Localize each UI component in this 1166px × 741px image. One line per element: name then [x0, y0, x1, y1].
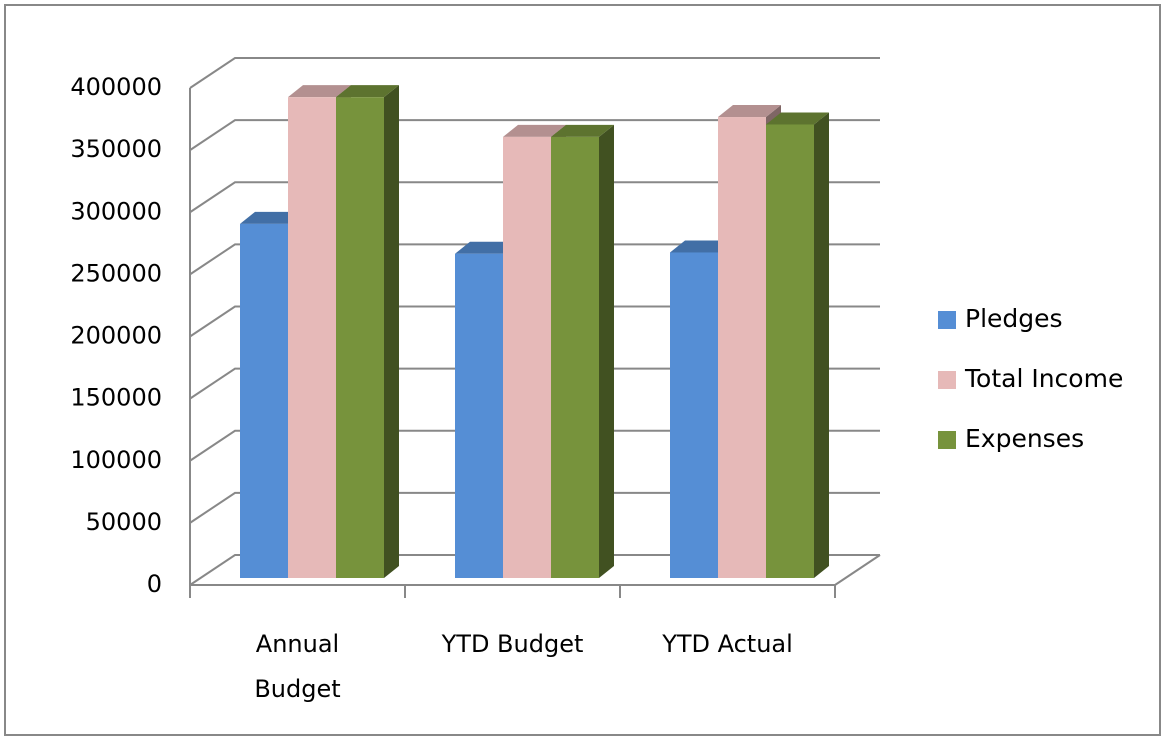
bar-front — [288, 97, 336, 578]
grid-line — [189, 57, 880, 89]
grid-line — [189, 119, 880, 151]
x-tick-label: Annual Budget — [254, 630, 341, 703]
bar-top — [288, 85, 351, 98]
legend-label: Pledges — [965, 304, 1063, 333]
legend-label: Expenses — [965, 424, 1084, 453]
grid-line — [189, 491, 880, 524]
bar-top — [551, 124, 614, 137]
legend-label: Total Income — [964, 364, 1123, 393]
y-tick-label: 250000 — [70, 259, 162, 287]
grid-line — [189, 367, 880, 400]
bar-top — [455, 241, 518, 254]
bar-front — [240, 223, 288, 578]
bar-front — [336, 97, 384, 578]
bar-top — [503, 124, 566, 137]
bar — [551, 124, 614, 578]
grid-line — [189, 305, 880, 338]
grid-line — [189, 429, 880, 462]
y-tick-label: 100000 — [70, 446, 162, 474]
bar-front — [718, 117, 766, 578]
legend-swatch — [938, 311, 956, 329]
x-tick-label: YTD Budget — [441, 630, 584, 658]
bar-top — [766, 112, 829, 125]
legend-swatch — [938, 431, 956, 449]
y-tick-label: 50000 — [86, 508, 162, 536]
bar-top — [718, 105, 781, 118]
legend-swatch — [938, 371, 956, 389]
bar-top — [670, 240, 733, 253]
bar-front — [766, 124, 814, 579]
y-tick-label: 200000 — [70, 322, 162, 350]
y-tick-label: 150000 — [70, 384, 162, 412]
y-tick-label: 0 — [147, 570, 162, 598]
x-tick-label: YTD Actual — [662, 630, 793, 658]
grid-line — [189, 181, 880, 214]
bar-top — [336, 85, 399, 98]
floor-right — [834, 554, 881, 586]
bar-front — [551, 136, 599, 578]
bar-side — [814, 112, 829, 579]
bar — [766, 112, 829, 579]
bar-front — [503, 136, 551, 578]
y-tick-label: 350000 — [70, 135, 162, 163]
bar-side — [599, 124, 614, 578]
bar-top — [240, 211, 303, 224]
bar-side — [384, 85, 399, 578]
grid-line — [189, 243, 880, 276]
grid-line — [189, 554, 880, 586]
bar — [336, 85, 399, 578]
bar-front — [455, 253, 503, 578]
y-tick-label: 400000 — [70, 73, 162, 101]
y-tick-label: 300000 — [70, 197, 162, 225]
bar-front — [670, 252, 718, 578]
